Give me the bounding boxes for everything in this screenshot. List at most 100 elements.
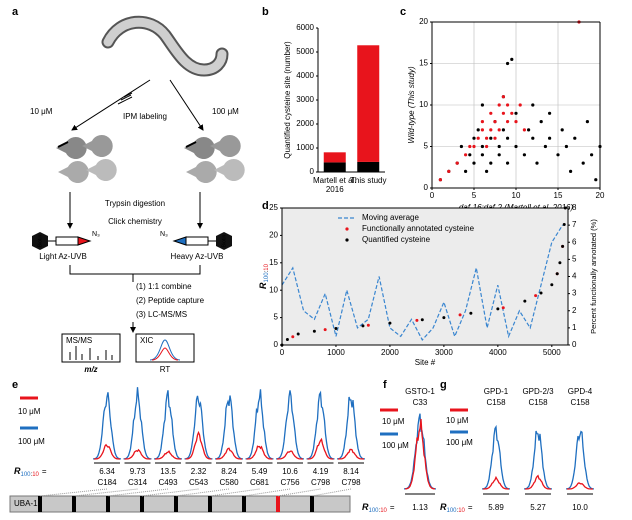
step-label: Click chemistry [108,217,162,226]
connector [243,488,291,497]
ratio-high: 100 [447,508,458,514]
biotin-icon [32,232,48,250]
ratio-high: 100 [264,272,270,283]
axis-label: RT [160,365,171,374]
point [550,283,554,287]
point [489,161,493,165]
tick-label: 3 [572,289,577,298]
ratio-value: 10.6 [282,467,298,476]
trace [275,390,305,460]
line [281,224,564,341]
ratio-value: 5.27 [530,503,546,512]
msms-box [61,333,121,363]
point [562,222,566,226]
ratio-label: R100:10 [258,263,269,289]
plot-background [282,208,568,345]
point [522,128,527,132]
trace [525,474,551,490]
category-label: This study [350,176,387,185]
point [518,103,522,107]
trace [403,413,436,490]
point [510,57,514,61]
tick-label: 3000 [435,348,453,357]
point [558,261,562,265]
point [468,153,472,157]
point [497,128,501,132]
tick-label: 8 [572,203,577,212]
point [468,144,472,149]
ratio-colon: : [31,472,33,478]
site-mark [242,496,246,512]
cell [186,161,217,183]
point [514,120,518,124]
connector [311,488,352,497]
site-label: C681 [250,478,270,487]
point [296,332,300,336]
point [501,128,505,132]
ratio-low: 10 [458,508,465,514]
ratio-high: 100 [369,508,380,514]
tick-label: 10 [419,100,428,109]
point [497,153,501,157]
tick-label: 4000 [296,71,314,80]
tick-label: 0 [572,340,577,349]
tick-label: 2000 [381,348,399,357]
point [523,299,527,303]
trace [124,448,151,460]
bar-segment [357,45,380,162]
trace [524,430,552,490]
point [480,128,484,132]
point [590,153,594,157]
ratio-symbol: R [258,282,268,289]
trace [184,395,213,460]
point [472,136,476,140]
tick-label: 20 [596,191,605,200]
tick-label: 25 [269,203,278,212]
site-mark [140,496,144,512]
panel-label: a [12,6,19,18]
tick-label: 0 [430,191,435,200]
protein-label: GPD-2/3 [522,387,554,396]
site-mark [106,496,110,512]
point [564,144,569,149]
step-label: (1) 1:1 combine [136,282,192,291]
site-label: C493 [158,478,178,487]
trace [567,482,593,490]
ratio-symbol: R [14,466,21,476]
point [548,111,552,115]
ratio-high: 100 [21,472,32,478]
point [476,136,480,140]
ratio-label: R100:10 = [440,502,473,513]
point [485,169,489,173]
point [535,161,539,165]
tick-label: 1 [572,323,577,332]
point [458,313,462,317]
point [388,321,392,325]
point [485,144,489,149]
point [323,328,327,332]
site-label: C33 [413,398,428,407]
tag-body [55,236,79,246]
site-label: C184 [97,478,117,487]
axis-label: m/z [84,365,97,374]
point [531,103,535,107]
point [594,178,598,182]
trace [306,390,335,460]
ratio-low: 10 [380,508,387,514]
trace [566,430,594,490]
point [555,272,559,276]
point [531,136,535,140]
ratio-value: 1.13 [412,503,428,512]
cell [56,137,87,160]
panel-label: g [440,379,447,391]
box-label: XIC [140,336,154,345]
trace [483,475,509,490]
point [464,153,468,157]
point [569,169,573,173]
cell [214,159,245,182]
legend-swatch [345,227,349,231]
trace [153,390,183,460]
ratio-value: 6.34 [99,467,115,476]
tick-label: 0 [274,340,279,349]
